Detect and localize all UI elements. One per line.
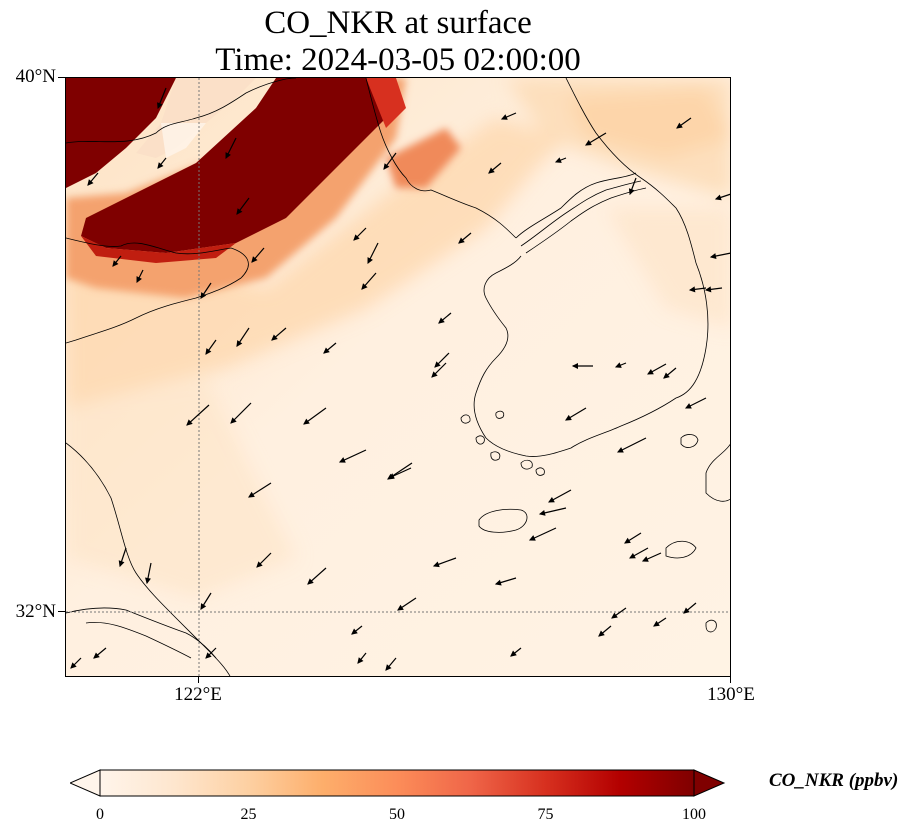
wind-vector-head: [598, 630, 605, 637]
plot-title-line1: CO_NKR at surface: [264, 5, 532, 41]
lat-label-32n: 32°N: [15, 601, 56, 622]
wind-vector-head: [614, 362, 622, 368]
wind-vector-head: [357, 657, 364, 664]
wind-vector-head: [709, 253, 717, 259]
wind-vector-head: [616, 447, 624, 453]
wind-vector-head: [383, 163, 390, 170]
wind-vector-head: [624, 537, 631, 544]
wind-vector-head: [571, 362, 578, 370]
plot-title-line2: Time: 2024-03-05 02:00:00: [215, 42, 581, 78]
wind-vector-head: [704, 286, 712, 293]
wind-vector-head: [307, 578, 314, 585]
colorbar-svg: [68, 769, 726, 797]
colorbar-label: CO_NKR (ppbv): [769, 770, 899, 791]
colorbar-tick-75: 75: [537, 806, 554, 823]
colorbar: [68, 769, 726, 805]
concentration-field-soft: [66, 78, 730, 598]
wind-vector-head: [251, 256, 258, 263]
colorbar-tick-25: 25: [240, 806, 257, 823]
wind-vector-head: [225, 152, 231, 160]
wind-vector-head: [538, 509, 546, 516]
wind-vector-head: [683, 607, 690, 614]
wind-vector-head: [528, 535, 536, 541]
wind-vector-head: [256, 561, 263, 568]
wind-vector-head: [200, 292, 207, 299]
wind-vectors: [70, 87, 730, 671]
lon-tick-122e: [198, 677, 199, 683]
coastlines: [66, 78, 730, 676]
wind-vector-head: [70, 662, 77, 669]
wind-vector-head: [432, 561, 440, 568]
wind-vector-head: [118, 560, 125, 568]
wind-vector-head: [361, 283, 368, 290]
wind-vector-head: [353, 234, 360, 241]
lon-label-130e: 130°E: [707, 684, 755, 705]
wind-vector-head: [500, 114, 508, 120]
wind-vector-head: [510, 650, 517, 657]
wind-vector-head: [303, 418, 310, 425]
wind-vector-head: [236, 340, 243, 347]
colorbar-tick-50: 50: [389, 806, 405, 823]
wind-vector-head: [714, 194, 722, 201]
wind-vector-head: [200, 603, 207, 610]
wind-vector-head: [93, 652, 100, 659]
colorbar-tick-0: 0: [96, 806, 104, 823]
lat-tick-40n: [58, 77, 65, 78]
lat-label-40n: 40°N: [15, 66, 56, 87]
wind-vector-head: [688, 286, 696, 293]
wind-vector-head: [338, 457, 346, 463]
wind-vector-head: [351, 628, 358, 635]
wind-vector: [617, 437, 647, 453]
colorbar-tick-100: 100: [682, 806, 706, 823]
colorbar-extend-min: [68, 769, 101, 797]
wind-vector-head: [554, 157, 562, 163]
wind-vector-head: [205, 652, 212, 659]
wind-vector-head: [157, 102, 163, 110]
wind-vector-head: [565, 414, 572, 421]
wind-vector-head: [387, 473, 394, 480]
wind-vector-head: [112, 260, 119, 267]
wind-vector-head: [205, 348, 212, 355]
wind-vector-head: [629, 552, 636, 559]
wind-vector-head: [641, 556, 649, 562]
wind-vector-head: [136, 276, 142, 284]
wind-vector-head: [323, 347, 330, 354]
wind-vector-head: [397, 604, 404, 611]
map-svg: [66, 78, 730, 676]
wind-vector-head: [434, 361, 441, 368]
wind-vector-head: [186, 419, 193, 426]
wind-vector-head: [585, 139, 592, 146]
wind-vector-head: [385, 664, 392, 671]
lon-tick-130e: [730, 677, 731, 683]
wind-vector-head: [145, 577, 151, 585]
colorbar-gradient: [99, 769, 695, 797]
wind-vector-head: [663, 372, 670, 379]
wind-vector-head: [548, 496, 555, 503]
gridlines: [66, 78, 730, 676]
wind-vector-head: [676, 122, 683, 129]
map-panel: [65, 77, 731, 677]
wind-vector-head: [431, 371, 438, 378]
wind-vector-head: [438, 317, 445, 324]
lon-label-122e: 122°E: [174, 684, 222, 705]
wind-vector-head: [458, 237, 465, 244]
wind-vector-head: [628, 188, 635, 196]
wind-vector-head: [611, 612, 618, 619]
wind-vector-head: [230, 417, 237, 424]
wind-vector-head: [367, 257, 373, 265]
wind-vector-head: [684, 403, 692, 409]
wind-vector-head: [236, 208, 243, 215]
wind-vector-head: [647, 368, 654, 375]
wind-vector-head: [494, 579, 502, 586]
wind-vector-head: [157, 162, 164, 169]
lat-tick-32n: [58, 611, 65, 612]
wind-vector-head: [87, 179, 94, 186]
colorbar-extend-max: [693, 769, 726, 797]
wind-vector-head: [271, 334, 278, 341]
wind-vector-head: [248, 491, 255, 498]
wind-vector-head: [653, 620, 660, 627]
wind-vector-head: [488, 167, 495, 174]
